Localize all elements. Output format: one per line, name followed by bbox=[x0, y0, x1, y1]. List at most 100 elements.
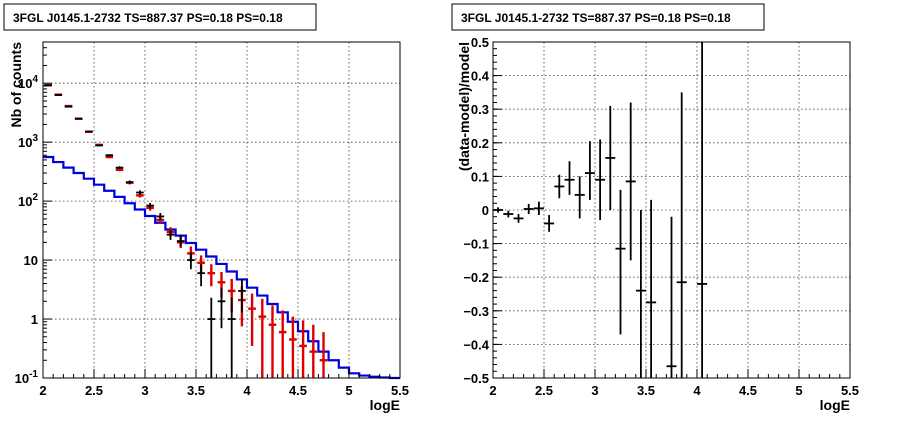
model-source-step-line bbox=[43, 155, 400, 380]
residual-series bbox=[493, 42, 708, 378]
residual-ticks: 2 2.5 3 3.5 4 4.5 5 5.5 −0.5 −0.4 −0.3 −0.2 −0.1 0 0.1… bbox=[463, 35, 859, 398]
x-tick-label: 2 bbox=[39, 383, 46, 398]
y-tick-base: 10 bbox=[18, 194, 32, 209]
y-tick-label: 0.5 bbox=[471, 35, 489, 50]
data-point bbox=[176, 235, 185, 247]
data-point bbox=[533, 201, 544, 216]
y-tick-label: 0 bbox=[482, 203, 489, 218]
x-tick-label: 5.5 bbox=[841, 383, 859, 398]
data-point bbox=[125, 180, 134, 184]
counts-x-axis-title: logE bbox=[370, 397, 400, 413]
x-tick-label: 4.5 bbox=[289, 383, 307, 398]
x-tick-label: 5.5 bbox=[391, 383, 409, 398]
data-point bbox=[646, 199, 657, 378]
model-sum-point bbox=[319, 332, 328, 378]
y-tick-label: 0.2 bbox=[471, 136, 489, 151]
data-point bbox=[136, 190, 144, 195]
y-tick-base: 10 bbox=[18, 135, 32, 150]
x-tick-label: 4.5 bbox=[739, 383, 757, 398]
data-point bbox=[554, 174, 565, 199]
counts-title: 3FGL J0145.1-2732 TS=887.37 PS=0.18 PS=0… bbox=[13, 11, 283, 25]
y-tick-label: 0.3 bbox=[471, 102, 489, 117]
x-tick-label: 4 bbox=[243, 383, 251, 398]
y-tick-base: 1 bbox=[31, 312, 38, 327]
data-point bbox=[584, 141, 595, 200]
data-point bbox=[564, 161, 575, 195]
model-sum-point bbox=[248, 293, 256, 346]
counts-y-axis-title: Nb of counts bbox=[8, 42, 24, 128]
residual-title-box bbox=[451, 3, 765, 31]
data-point bbox=[227, 297, 236, 378]
data-point bbox=[513, 214, 524, 223]
x-tick-label: 5 bbox=[795, 383, 802, 398]
counts-panel: 3FGL J0145.1-2732 TS=887.37 PS=0.18 PS=0… bbox=[3, 3, 409, 413]
data-point bbox=[156, 212, 165, 220]
x-tick-label: 5 bbox=[345, 383, 352, 398]
y-tick-label: 102 bbox=[18, 192, 38, 209]
x-tick-label: 2 bbox=[489, 383, 496, 398]
counts-title-box bbox=[3, 3, 317, 31]
y-tick-label: −0.2 bbox=[463, 270, 489, 285]
model-sum-point bbox=[258, 298, 267, 378]
data-point bbox=[544, 215, 555, 232]
data-point bbox=[207, 297, 216, 378]
y-tick-base: 10 bbox=[18, 76, 32, 91]
residual-title: 3FGL J0145.1-2732 TS=887.37 PS=0.18 PS=0… bbox=[461, 11, 731, 25]
y-tick-exponent: 4 bbox=[32, 74, 38, 85]
x-tick-label: 3.5 bbox=[637, 383, 655, 398]
residual-x-axis-title: logE bbox=[820, 397, 850, 413]
y-tick-label: 104 bbox=[18, 74, 38, 91]
model-sum-point bbox=[309, 324, 318, 378]
residual-y-axis-title: (data-model)/model bbox=[456, 42, 472, 171]
y-tick-label: 0.1 bbox=[471, 169, 489, 184]
data-point bbox=[95, 144, 103, 147]
y-tick-exponent: 2 bbox=[32, 192, 38, 203]
x-tick-label: 3 bbox=[141, 383, 148, 398]
x-tick-label: 2.5 bbox=[535, 383, 553, 398]
data-point bbox=[625, 102, 636, 261]
data-point bbox=[166, 230, 175, 240]
model-sum-point bbox=[207, 264, 216, 287]
counts-series bbox=[43, 84, 400, 380]
y-tick-label: −0.3 bbox=[463, 304, 489, 319]
data-point bbox=[666, 216, 677, 378]
counts-grid bbox=[43, 42, 400, 378]
y-tick-label: 10-1 bbox=[15, 369, 39, 386]
x-tick-label: 2.5 bbox=[85, 383, 103, 398]
y-tick-label: −0.1 bbox=[463, 237, 489, 252]
y-tick-base: 10 bbox=[24, 253, 38, 268]
model-sum-point bbox=[299, 320, 307, 378]
y-tick-exponent: -1 bbox=[29, 369, 38, 380]
data-point bbox=[676, 92, 687, 378]
model-sum-point bbox=[268, 305, 277, 378]
residual-panel: 3FGL J0145.1-2732 TS=887.37 PS=0.18 PS=0… bbox=[451, 3, 859, 413]
model-sum-point bbox=[278, 310, 287, 378]
data-point bbox=[146, 202, 154, 209]
data-point bbox=[238, 278, 246, 313]
data-point bbox=[217, 287, 226, 329]
y-tick-label: 0.4 bbox=[471, 69, 490, 84]
data-point bbox=[187, 252, 195, 270]
x-tick-label: 3.5 bbox=[187, 383, 205, 398]
data-point bbox=[574, 176, 585, 219]
model-sum-point bbox=[289, 316, 297, 378]
data-point bbox=[635, 210, 646, 378]
y-tick-base: 10 bbox=[15, 371, 29, 386]
y-tick-label: 10 bbox=[24, 253, 38, 268]
x-tick-label: 4 bbox=[693, 383, 701, 398]
data-point bbox=[105, 154, 114, 157]
y-tick-exponent: 3 bbox=[32, 133, 38, 144]
x-tick-label: 3 bbox=[591, 383, 598, 398]
data-point bbox=[115, 166, 124, 170]
data-point bbox=[197, 264, 205, 287]
y-tick-label: 103 bbox=[18, 133, 38, 150]
y-tick-label: −0.4 bbox=[463, 337, 489, 352]
data-point bbox=[503, 210, 514, 218]
data-point bbox=[605, 105, 616, 210]
y-tick-label: −0.5 bbox=[463, 371, 489, 386]
data-point bbox=[523, 203, 534, 215]
data-point bbox=[697, 42, 708, 378]
residual-grid bbox=[493, 42, 850, 378]
